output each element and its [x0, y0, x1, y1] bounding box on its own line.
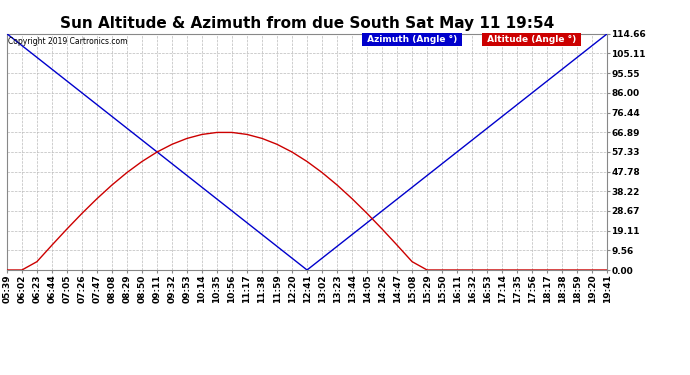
Title: Sun Altitude & Azimuth from due South Sat May 11 19:54: Sun Altitude & Azimuth from due South Sa…	[60, 16, 554, 31]
Text: Altitude (Angle °): Altitude (Angle °)	[484, 35, 580, 44]
Text: Azimuth (Angle °): Azimuth (Angle °)	[364, 35, 460, 44]
Text: Copyright 2019 Cartronics.com: Copyright 2019 Cartronics.com	[8, 37, 128, 46]
